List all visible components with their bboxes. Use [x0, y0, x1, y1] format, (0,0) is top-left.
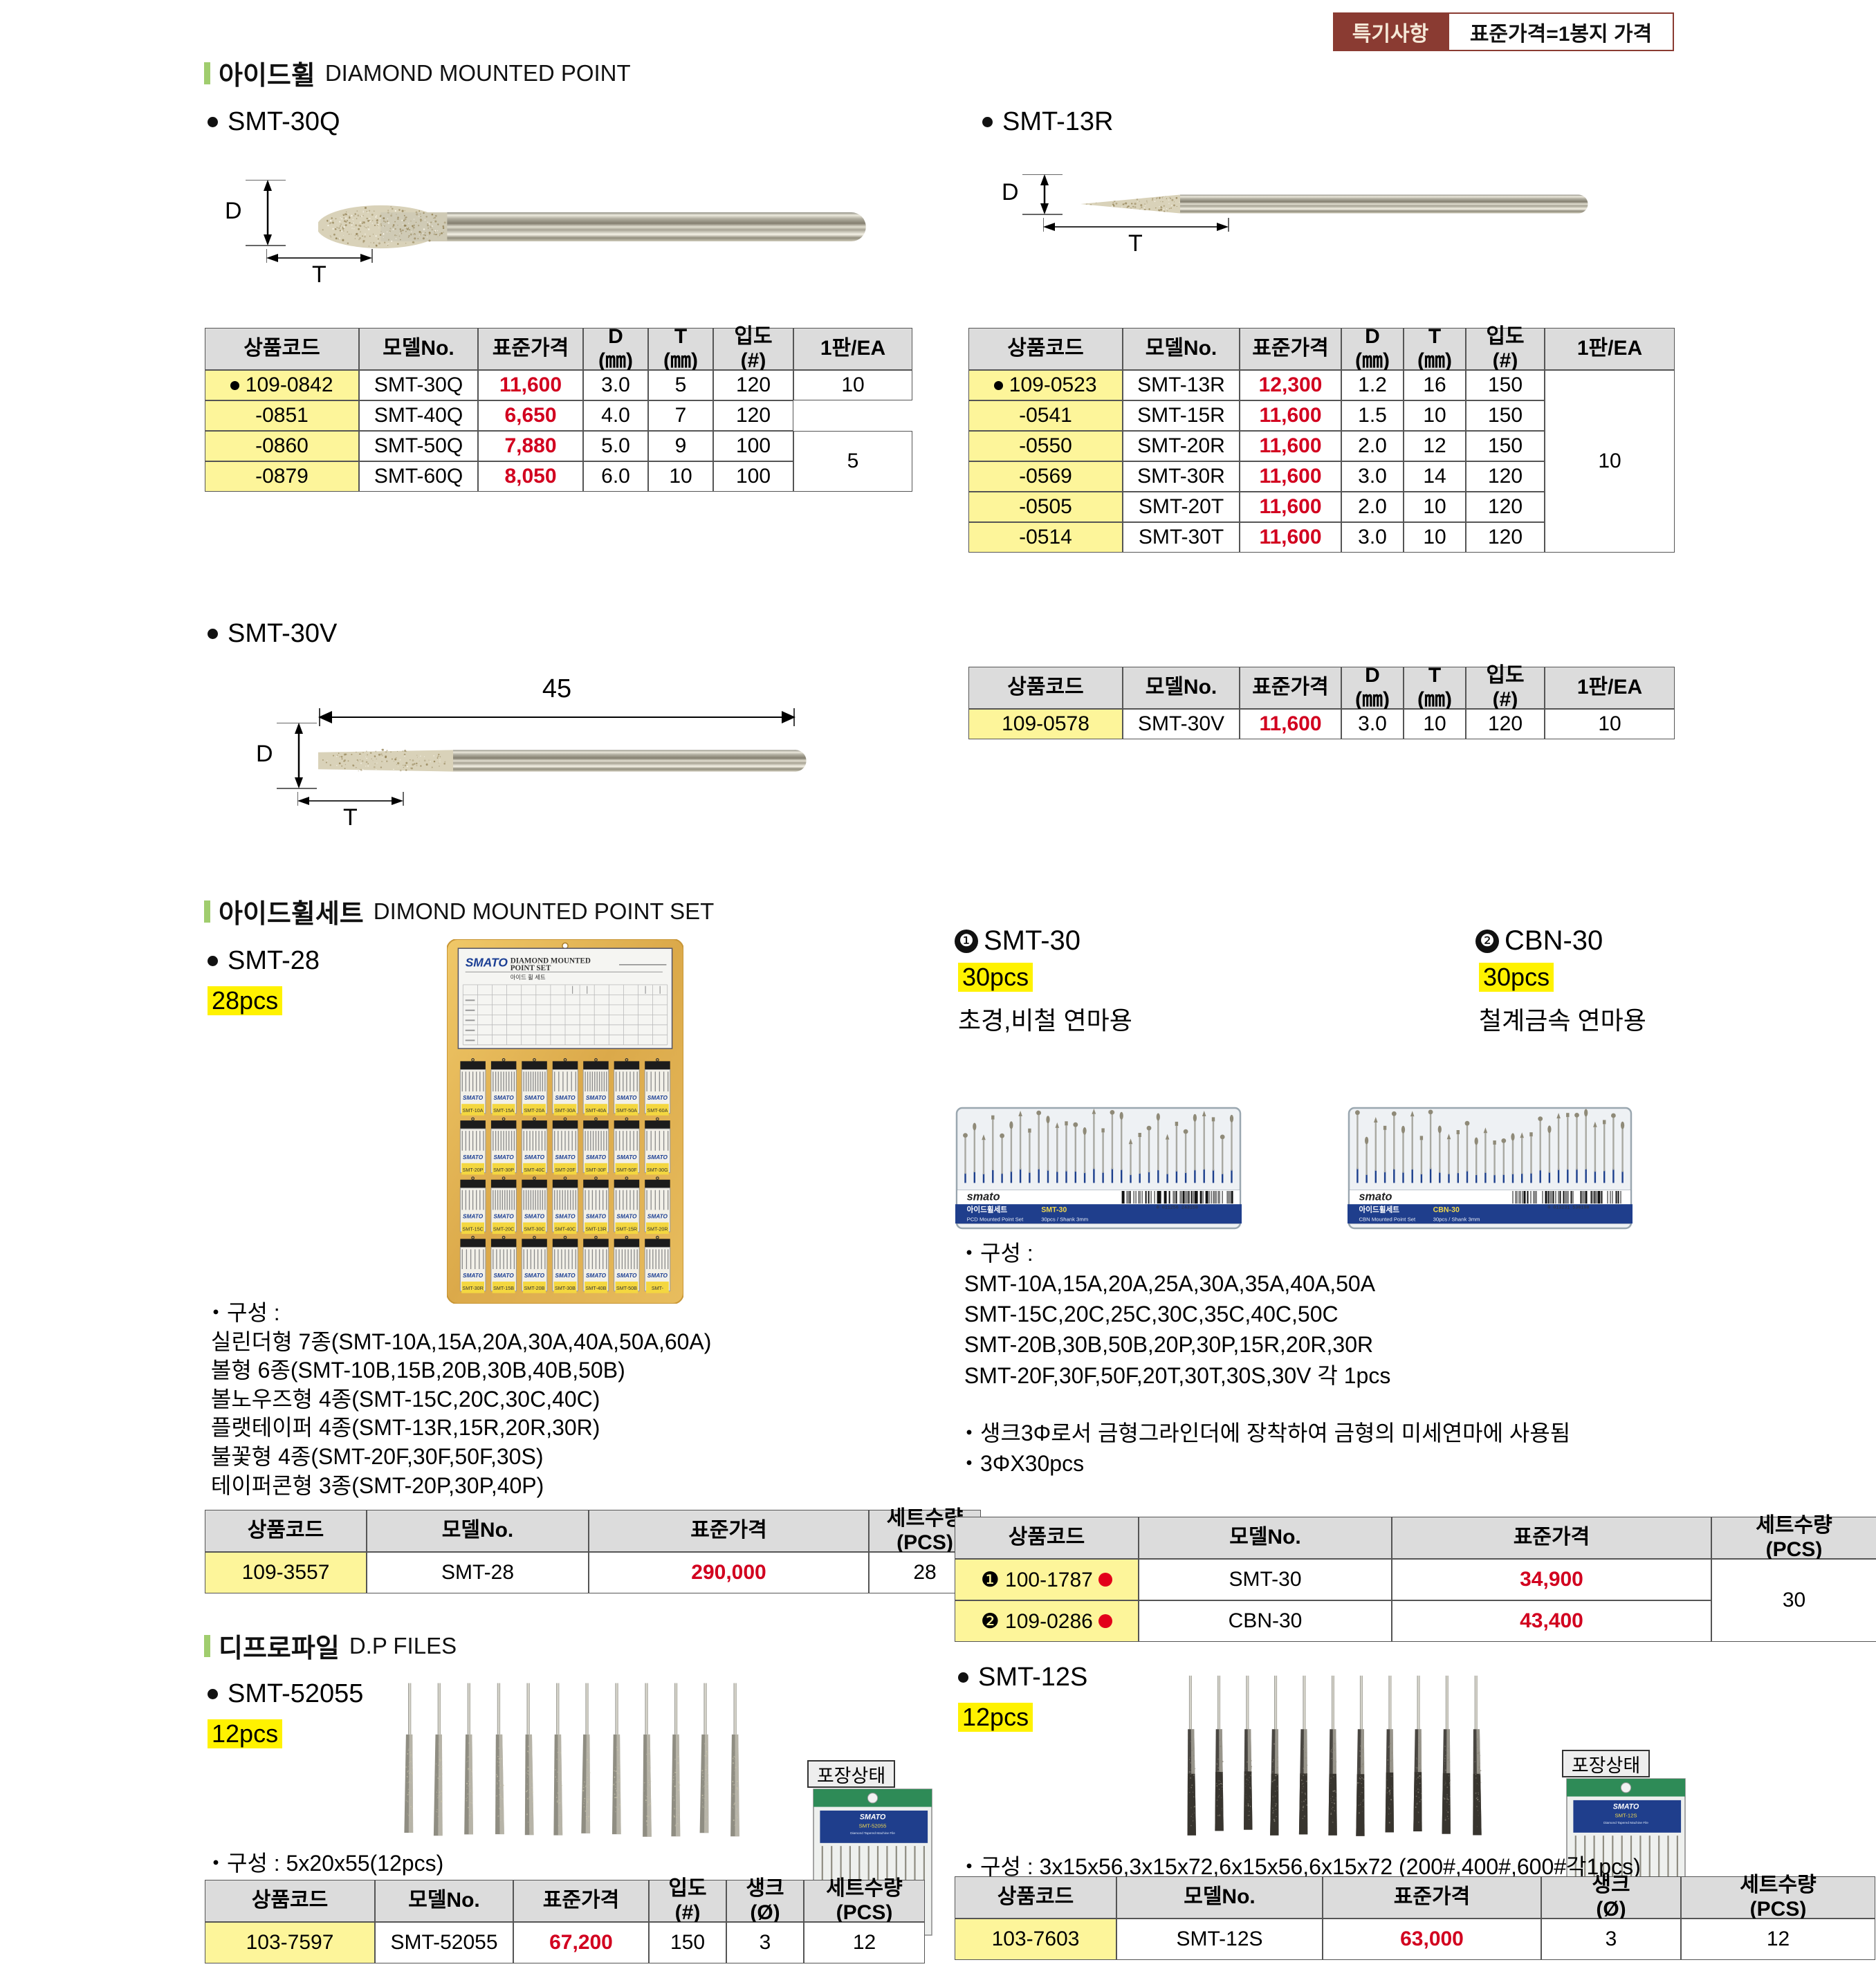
svg-text:Diamond Tapered Machine File: Diamond Tapered Machine File: [850, 1831, 895, 1835]
svg-text:아이드휠세트: 아이드휠세트: [1359, 1205, 1400, 1214]
svg-text:SMT-30R: SMT-30R: [462, 1285, 483, 1291]
svg-text:SMT-30A: SMT-30A: [555, 1107, 576, 1113]
svg-text:SMATO: SMATO: [647, 1154, 668, 1161]
svg-text:SMATO: SMATO: [463, 1213, 484, 1220]
svg-text:SMT-30F: SMT-30F: [586, 1167, 607, 1173]
svg-text:SMT-40B: SMT-40B: [586, 1285, 607, 1291]
svg-text:SMATO: SMATO: [555, 1154, 576, 1161]
svg-text:smato: smato: [1359, 1191, 1392, 1203]
svg-text:SMT-50A: SMT-50A: [616, 1107, 637, 1113]
svg-text:SMATO: SMATO: [616, 1094, 637, 1101]
svg-text:SMATO: SMATO: [860, 1813, 886, 1822]
svg-text:SMT-20C: SMT-20C: [493, 1226, 514, 1232]
svg-text:SMATO: SMATO: [524, 1154, 545, 1161]
svg-text:SMATO: SMATO: [524, 1213, 545, 1220]
svg-text:SMATO: SMATO: [555, 1272, 576, 1279]
svg-text:SMATO: SMATO: [616, 1213, 637, 1220]
svg-text:SMT-30C: SMT-30C: [524, 1226, 544, 1232]
svg-text:smato: smato: [967, 1191, 1000, 1203]
svg-text:SMT-30B: SMT-30B: [555, 1285, 576, 1291]
svg-text:SMT-20A: SMT-20A: [524, 1107, 545, 1113]
svg-text:아이드 휠 세트: 아이드 휠 세트: [511, 974, 546, 981]
svg-text:CBN-30: CBN-30: [1433, 1205, 1460, 1214]
svg-text:SMT-40C: SMT-40C: [555, 1226, 576, 1232]
svg-text:SMATO: SMATO: [647, 1272, 668, 1279]
svg-text:SMATO: SMATO: [466, 956, 508, 970]
svg-text:PCD Mounted Point Set: PCD Mounted Point Set: [967, 1216, 1024, 1222]
svg-text:SMATO: SMATO: [586, 1272, 607, 1279]
svg-text:SMATO: SMATO: [463, 1094, 484, 1101]
svg-text:SMT-10A: SMT-10A: [463, 1107, 484, 1113]
svg-text:SMATO: SMATO: [463, 1154, 484, 1161]
svg-text:SMT-52055: SMT-52055: [859, 1822, 887, 1829]
svg-text:SMT-13R: SMT-13R: [585, 1226, 606, 1232]
svg-text:SMT-30G: SMT-30G: [647, 1167, 668, 1173]
svg-text:SMT-30P: SMT-30P: [493, 1167, 514, 1173]
svg-text:0 011256 243158: 0 011256 243158: [1157, 1205, 1198, 1211]
svg-text:SMATO: SMATO: [586, 1154, 607, 1161]
svg-text:SMT-30: SMT-30: [1041, 1205, 1067, 1214]
svg-text:SMATO: SMATO: [1613, 1803, 1639, 1811]
svg-text:SMT-40C: SMT-40C: [524, 1167, 544, 1173]
svg-text:SMATO: SMATO: [647, 1213, 668, 1220]
svg-text:SMATO: SMATO: [493, 1154, 514, 1161]
svg-text:SMT-20P: SMT-20P: [463, 1167, 484, 1173]
svg-text:SMT-: SMT-: [652, 1285, 664, 1291]
svg-text:SMT-15C: SMT-15C: [462, 1226, 483, 1232]
svg-text:SMATO: SMATO: [463, 1272, 484, 1279]
svg-text:SMT-40A: SMT-40A: [586, 1107, 607, 1113]
svg-text:SMATO: SMATO: [586, 1094, 607, 1101]
svg-text:SMT-20F: SMT-20F: [555, 1167, 576, 1173]
svg-text:SMATO: SMATO: [493, 1272, 514, 1279]
svg-text:SMATO: SMATO: [493, 1213, 514, 1220]
svg-text:SMT-15B: SMT-15B: [493, 1285, 514, 1291]
svg-text:SMATO: SMATO: [555, 1094, 576, 1101]
svg-text:30pcs / Shank 3mm: 30pcs / Shank 3mm: [1041, 1216, 1088, 1222]
svg-text:SMATO: SMATO: [524, 1094, 545, 1101]
svg-text:SMT-15A: SMT-15A: [493, 1107, 514, 1113]
svg-text:SMT-50B: SMT-50B: [616, 1285, 637, 1291]
svg-text:CBN Mounted Point Set: CBN Mounted Point Set: [1359, 1216, 1416, 1222]
svg-text:SMT-50F: SMT-50F: [616, 1167, 637, 1173]
svg-text:SMT-15R: SMT-15R: [616, 1226, 637, 1232]
svg-text:SMATO: SMATO: [524, 1272, 545, 1279]
svg-text:SMATO: SMATO: [586, 1213, 607, 1220]
svg-text:SMATO: SMATO: [647, 1094, 668, 1101]
svg-text:POINT SET: POINT SET: [511, 964, 551, 972]
svg-text:아이드휠세트: 아이드휠세트: [967, 1205, 1008, 1214]
svg-text:SMATO: SMATO: [616, 1272, 637, 1279]
svg-text:SMT-20R: SMT-20R: [647, 1226, 668, 1232]
svg-text:30pcs / Shank 3mm: 30pcs / Shank 3mm: [1433, 1216, 1480, 1222]
svg-text:SMT-12S: SMT-12S: [1615, 1812, 1637, 1818]
svg-text:Diamond Tapered Machine File: Diamond Tapered Machine File: [1603, 1821, 1648, 1824]
svg-text:SMT-60A: SMT-60A: [647, 1107, 668, 1113]
svg-text:SMATO: SMATO: [616, 1154, 637, 1161]
svg-text:0 013231 538198: 0 013231 538198: [1547, 1205, 1589, 1211]
svg-text:SMT-20B: SMT-20B: [524, 1285, 545, 1291]
svg-text:SMATO: SMATO: [555, 1213, 576, 1220]
svg-text:SMATO: SMATO: [493, 1094, 514, 1101]
